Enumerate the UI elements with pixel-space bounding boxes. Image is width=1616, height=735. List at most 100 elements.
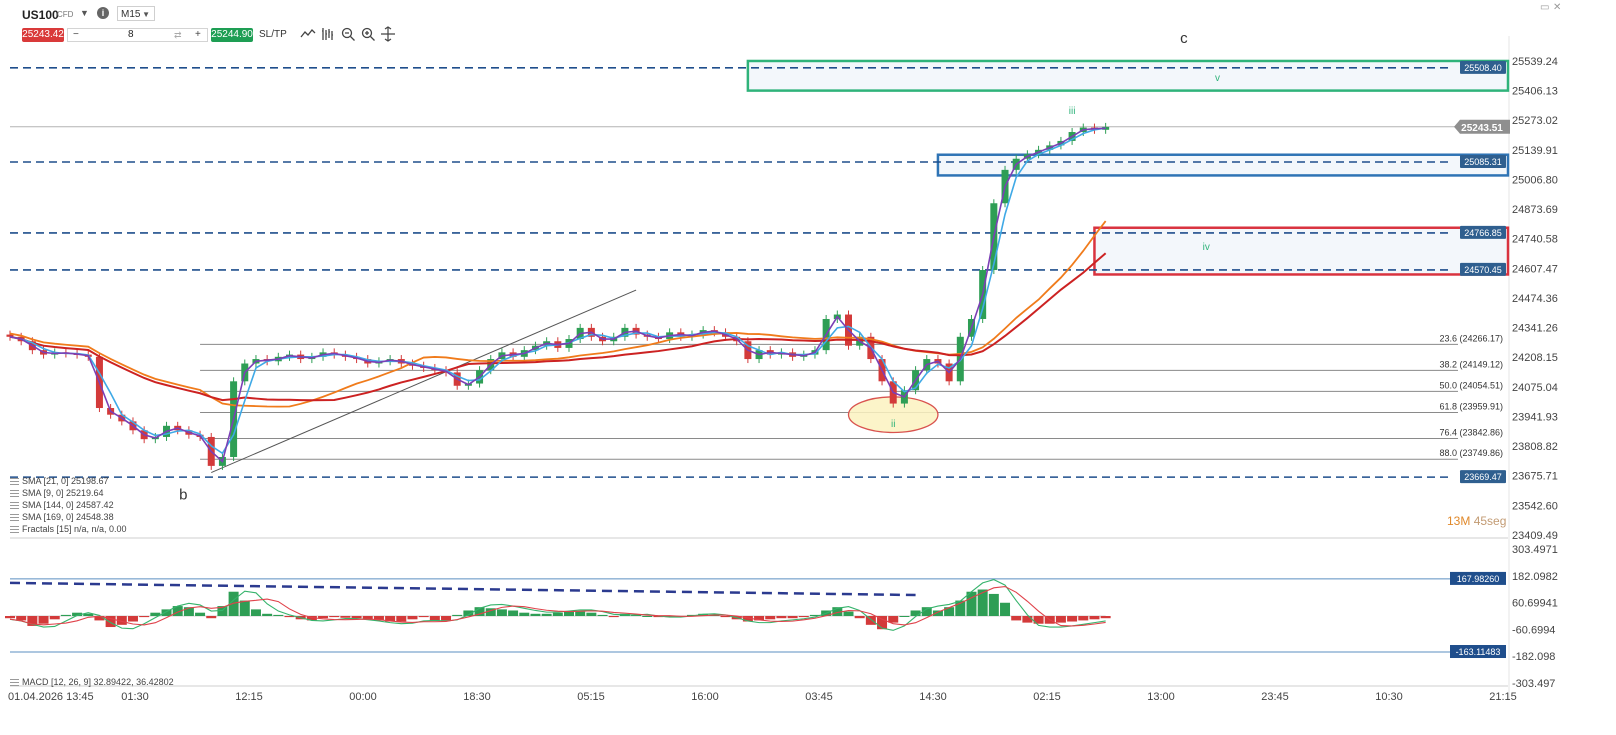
zoom-in-icon[interactable]	[360, 26, 376, 42]
price-axis-label: 24474.36	[1512, 293, 1558, 305]
macd-histogram-bar	[865, 616, 876, 625]
indicator-settings-icon	[10, 679, 19, 687]
price-axis-label: 25139.91	[1512, 145, 1558, 157]
macd-histogram-bar	[463, 610, 474, 616]
price-axis-label: 23675.71	[1512, 471, 1558, 483]
indicator-sma9[interactable]: SMA [9, 0] 25219.64	[10, 487, 127, 499]
indicator-fractals[interactable]: Fractals [15] n/a, n/a, 0.00	[10, 523, 127, 535]
macd-histogram-bar	[496, 609, 507, 616]
bar-chart-icon[interactable]	[320, 26, 336, 42]
symbol-dropdown-icon[interactable]: ▼	[80, 8, 89, 18]
close-icon[interactable]: ✕	[1553, 2, 1562, 13]
level-badge	[1460, 470, 1506, 484]
sl-tp-button[interactable]: SL/TP	[259, 29, 287, 40]
macd-histogram-bar	[284, 616, 295, 618]
macd-histogram-bar	[888, 616, 899, 623]
price-axis-label: 24873.69	[1512, 204, 1558, 216]
zone-green	[746, 59, 1510, 92]
level-badge	[1460, 262, 1506, 276]
macd-histogram-bar	[396, 616, 407, 622]
macd-histogram-bar	[429, 616, 440, 621]
increment-button[interactable]: +	[195, 29, 201, 40]
indicator-sma144[interactable]: SMA [144, 0] 24587.42	[10, 499, 127, 511]
candle-body	[6, 334, 14, 337]
macd-histogram-bar	[105, 616, 116, 628]
time-axis-label: 18:30	[463, 691, 491, 703]
macd-histogram-bar	[1022, 616, 1033, 623]
macd-histogram-bar	[183, 607, 194, 616]
time-axis-label: 03:45	[805, 691, 833, 703]
timeframe-select[interactable]: M15 ▼	[117, 6, 155, 21]
macd-histogram-bar	[407, 616, 418, 620]
level-badge-label: 25508.40	[1464, 63, 1502, 73]
macd-histogram-bar	[116, 616, 127, 625]
decrement-button[interactable]: −	[73, 29, 79, 40]
macd-histogram-bar	[195, 612, 206, 616]
time-axis-label: 21:15	[1489, 691, 1517, 703]
symbol-name[interactable]: US100	[22, 8, 59, 22]
time-axis-label: 14:30	[919, 691, 947, 703]
macd-histogram-bar	[798, 616, 809, 618]
fib-level-label: 50.0 (24054.51)	[1439, 380, 1503, 390]
indicator-legend: SMA [21, 0] 25198.67 SMA [9, 0] 25219.64…	[10, 475, 127, 535]
quantity-input[interactable]: 8	[128, 29, 134, 40]
info-icon[interactable]: i	[97, 7, 109, 19]
macd-histogram-bar	[966, 591, 977, 616]
fib-level-label: 61.8 (23959.91)	[1439, 401, 1503, 411]
time-axis-label: 02:15	[1033, 691, 1061, 703]
level-badge	[1460, 60, 1506, 74]
macd-histogram-bar	[1055, 616, 1066, 623]
macd-histogram-bar	[127, 616, 138, 622]
sma-9-line	[9, 127, 1106, 463]
quantity-stepper[interactable]: − 8 ⇄ +	[67, 28, 208, 42]
wave-label: b	[179, 486, 187, 503]
maximize-icon[interactable]: ▭	[1540, 2, 1550, 13]
indicator-settings-icon	[10, 514, 19, 522]
swap-icon[interactable]: ⇄	[174, 30, 182, 40]
symbol-type: CFD	[57, 10, 74, 19]
crosshair-icon[interactable]	[380, 26, 396, 42]
line-chart-icon[interactable]	[300, 26, 316, 42]
macd-histogram-bar	[1067, 616, 1078, 622]
macd-axis-label: 182.0982	[1512, 571, 1558, 583]
time-axis-label: 00:00	[349, 691, 377, 703]
macd-histogram-bar	[955, 600, 966, 616]
macd-histogram-bar	[575, 611, 586, 616]
macd-histogram-bar	[273, 614, 284, 616]
macd-legend[interactable]: MACD [12, 26, 9] 32.89422, 36.42802	[10, 677, 174, 687]
zoom-out-icon[interactable]	[340, 26, 356, 42]
macd-histogram-bar	[329, 616, 340, 618]
time-axis-label: 10:30	[1375, 691, 1403, 703]
sell-price-button[interactable]: 25243.42	[22, 28, 64, 42]
macd-histogram-bar	[642, 616, 653, 617]
timeframe-value: M15	[121, 9, 141, 20]
time-axis-label: 13:00	[1147, 691, 1175, 703]
macd-trendline	[9, 581, 916, 597]
indicator-settings-icon	[10, 526, 19, 534]
macd-axis-label: 303.4971	[1512, 544, 1558, 556]
macd-histogram-bar	[72, 612, 83, 616]
price-axis-label: 25006.80	[1512, 174, 1558, 186]
sma-169-line	[9, 252, 1107, 402]
macd-histogram-bar	[552, 612, 563, 616]
macd-histogram-bar	[441, 616, 452, 621]
fib-level-label: 23.6 (24266.17)	[1439, 333, 1503, 343]
macd-histogram-bar	[318, 616, 329, 619]
macd-histogram-bar	[150, 612, 161, 616]
macd-histogram-bar	[877, 616, 888, 630]
macd-histogram-bar	[1100, 616, 1111, 619]
wave-label: iv	[1203, 242, 1210, 253]
macd-histogram-bar	[564, 611, 574, 616]
wave-label: v	[1215, 73, 1220, 84]
buy-price-button[interactable]: 25244.90	[211, 28, 253, 42]
indicator-sma21[interactable]: SMA [21, 0] 25198.67	[10, 475, 127, 487]
countdown-minutes: 13M	[1447, 514, 1471, 528]
macd-histogram-bar	[161, 609, 172, 616]
macd-histogram-bar	[217, 606, 228, 616]
wave-label: ii	[891, 419, 895, 430]
macd-histogram-bar	[910, 610, 921, 616]
fib-level-label: 88.0 (23749.86)	[1439, 448, 1503, 458]
indicator-sma169[interactable]: SMA [169, 0] 24548.38	[10, 511, 127, 523]
level-badge-label: 24570.45	[1464, 265, 1502, 275]
